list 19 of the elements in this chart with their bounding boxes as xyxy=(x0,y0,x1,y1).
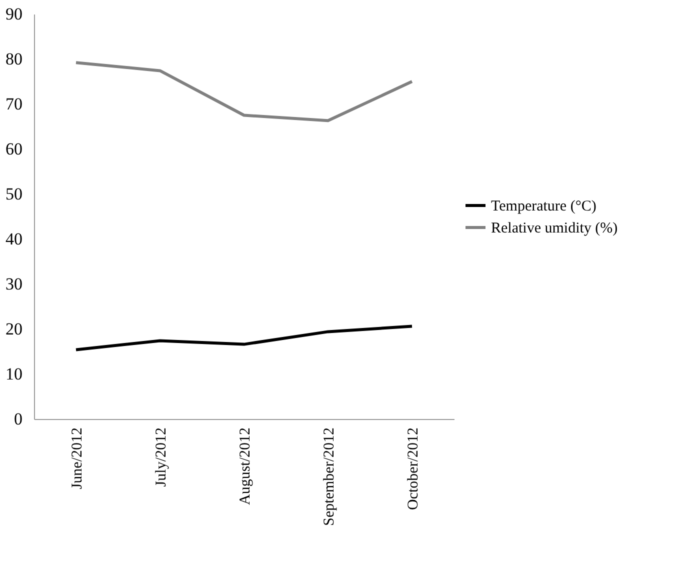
legend-label: Relative umidity (%) xyxy=(491,220,618,236)
y-tick-label: 90 xyxy=(6,4,22,24)
line-series xyxy=(74,61,414,122)
y-tick-label: 60 xyxy=(6,140,22,158)
x-tick-label: June/2012 xyxy=(70,428,86,490)
x-tick-label: September/2012 xyxy=(322,428,338,526)
y-tick-label: 10 xyxy=(6,364,22,384)
y-tick-label: 70 xyxy=(6,94,22,114)
x-tick-label: July/2012 xyxy=(154,428,170,487)
y-tick-label: 20 xyxy=(6,320,22,338)
line-series xyxy=(74,324,414,352)
y-tick-label: 30 xyxy=(6,274,22,294)
legend-label: Temperature (°C) xyxy=(491,198,596,214)
y-tick-label: 0 xyxy=(14,410,22,428)
y-tick-label: 50 xyxy=(6,184,22,204)
y-tick-label: 80 xyxy=(6,50,22,68)
x-tick-label: August/2012 xyxy=(238,428,254,506)
x-tick-label: October/2012 xyxy=(406,428,422,510)
y-tick-label: 40 xyxy=(6,230,22,248)
